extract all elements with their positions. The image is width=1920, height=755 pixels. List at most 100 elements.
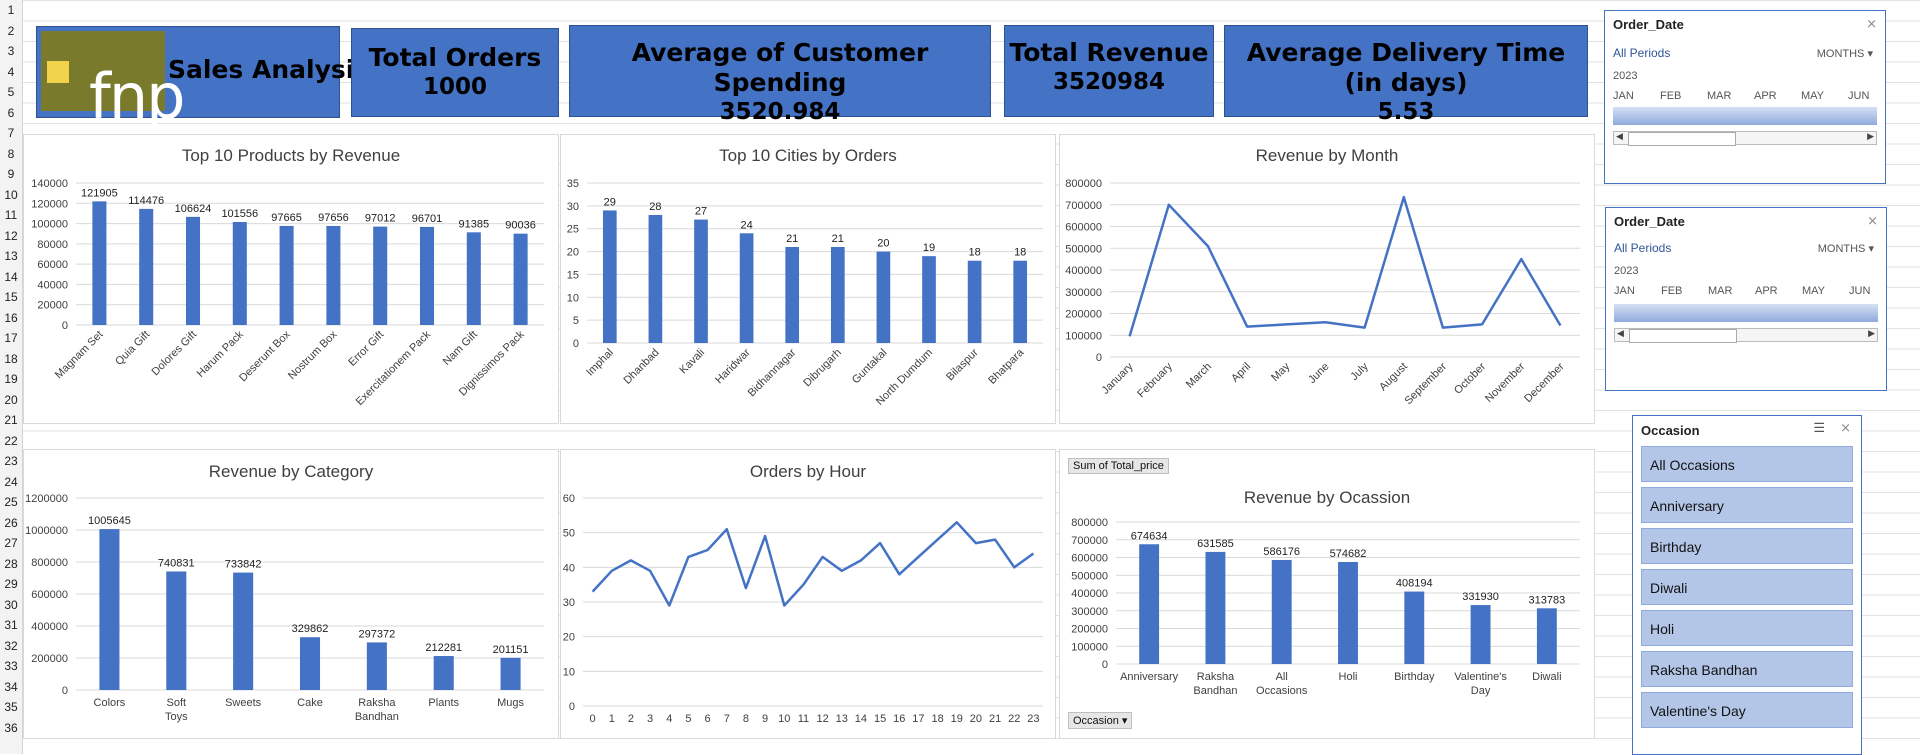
row-number[interactable]: 16 bbox=[4, 310, 18, 325]
month-label[interactable]: FEB bbox=[1660, 90, 1682, 102]
data-label: 313783 bbox=[1528, 594, 1565, 606]
row-number[interactable]: 12 bbox=[4, 228, 18, 243]
x-tick-label: Bidhannagar bbox=[746, 346, 799, 399]
time-level-dropdown[interactable]: MONTHS ▾ bbox=[1818, 242, 1874, 255]
row-number[interactable]: 4 bbox=[7, 64, 15, 79]
chart-top-products[interactable]: Top 10 Products by Revenue 0 20000 40000 60… bbox=[23, 134, 559, 424]
row-number[interactable]: 29 bbox=[4, 577, 18, 591]
row-number[interactable]: 22 bbox=[4, 433, 18, 448]
kpi-value: 3520.984 bbox=[719, 99, 841, 125]
row-number[interactable]: 15 bbox=[4, 290, 18, 304]
row-number[interactable]: 1 bbox=[7, 3, 15, 17]
row-number[interactable]: 10 bbox=[4, 187, 18, 202]
pivot-field-button[interactable]: Sum of Total_price bbox=[1068, 458, 1169, 474]
chart-revenue-occasion[interactable]: Sum of Total_price Revenue by Ocassion 0… bbox=[1059, 449, 1595, 739]
row-number[interactable]: 5 bbox=[7, 85, 15, 99]
chart-revenue-month[interactable]: Revenue by Month 0 100000 200000 300000 4000… bbox=[1059, 134, 1595, 424]
clear-filter-icon[interactable]: ⨯ bbox=[1840, 420, 1851, 435]
timeline-bar[interactable] bbox=[1614, 304, 1878, 322]
month-label[interactable]: JUN bbox=[1849, 285, 1871, 297]
occasion-item[interactable]: Raksha Bandhan bbox=[1641, 651, 1853, 687]
occasion-item[interactable]: Valentine's Day bbox=[1641, 692, 1853, 728]
row-number[interactable]: 35 bbox=[4, 700, 18, 714]
scroll-right-icon[interactable]: ▶ bbox=[1867, 131, 1874, 141]
row-number[interactable]: 28 bbox=[4, 556, 18, 571]
occasion-item[interactable]: Holi bbox=[1641, 610, 1853, 646]
scroll-left-icon[interactable]: ◀ bbox=[1617, 328, 1624, 338]
chart-orders-hour[interactable]: Orders by Hour 0 10 20 30 40 50 60 0 1 2 3 4 5 6 7 8 9 10… bbox=[560, 449, 1056, 739]
month-label[interactable]: APR bbox=[1755, 285, 1778, 297]
row-number[interactable]: 7 bbox=[7, 126, 15, 140]
row-number[interactable]: 17 bbox=[4, 331, 18, 345]
month-label[interactable]: JUN bbox=[1848, 90, 1870, 102]
row-number[interactable]: 25 bbox=[4, 495, 18, 509]
row-number[interactable]: 2 bbox=[7, 23, 15, 38]
scrollbar-thumb[interactable] bbox=[1629, 329, 1737, 343]
bar bbox=[366, 642, 387, 690]
row-number[interactable]: 19 bbox=[4, 372, 18, 386]
multi-select-icon[interactable]: ☰ bbox=[1813, 420, 1825, 435]
x-tick-label: Cake bbox=[297, 697, 323, 709]
timeline-bar[interactable] bbox=[1613, 107, 1877, 125]
occasion-item[interactable]: All Occasions bbox=[1641, 446, 1853, 482]
chart-revenue-category[interactable]: Revenue by Category 0 200000 400000 600000 8… bbox=[23, 449, 559, 739]
occasion-item[interactable]: Anniversary bbox=[1641, 487, 1853, 523]
row-number[interactable]: 26 bbox=[4, 515, 18, 530]
row-number[interactable]: 27 bbox=[4, 536, 18, 550]
month-label[interactable]: JAN bbox=[1613, 90, 1634, 102]
occasion-item[interactable]: Birthday bbox=[1641, 528, 1853, 564]
timeline-scrollbar[interactable]: ◀ ▶ bbox=[1614, 328, 1878, 343]
x-tick-label: Birthday bbox=[1394, 671, 1435, 683]
row-number[interactable]: 36 bbox=[4, 720, 18, 735]
x-tick-label: 0 bbox=[590, 713, 596, 725]
y-tick-label: 15 bbox=[567, 269, 579, 281]
y-tick-label: 0 bbox=[62, 685, 68, 697]
scroll-right-icon[interactable]: ▶ bbox=[1868, 328, 1875, 338]
row-number[interactable]: 9 bbox=[7, 167, 15, 181]
row-number[interactable]: 3 bbox=[7, 44, 15, 58]
month-label[interactable]: MAR bbox=[1708, 285, 1733, 297]
clear-filter-icon[interactable]: ⨯ bbox=[1867, 213, 1878, 228]
row-number[interactable]: 34 bbox=[4, 679, 18, 694]
row-number[interactable]: 13 bbox=[4, 249, 18, 263]
row-number[interactable]: 21 bbox=[4, 413, 18, 427]
row-number[interactable]: 20 bbox=[4, 392, 18, 407]
month-label[interactable]: APR bbox=[1754, 90, 1777, 102]
y-tick-label: 500000 bbox=[1071, 570, 1108, 582]
order-date-slicer-1[interactable]: Order_Date ⨯ All Periods MONTHS ▾ 2023 J… bbox=[1604, 10, 1886, 184]
row-number[interactable]: 31 bbox=[4, 618, 18, 632]
order-date-slicer-2[interactable]: Order_Date ⨯ All Periods MONTHS ▾ 2023 J… bbox=[1605, 207, 1887, 391]
bar bbox=[299, 637, 321, 690]
scrollbar-thumb[interactable] bbox=[1628, 132, 1736, 146]
row-number[interactable]: 11 bbox=[4, 208, 18, 222]
occasion-item[interactable]: Diwali bbox=[1641, 569, 1853, 605]
row-number[interactable]: 23 bbox=[4, 454, 18, 468]
data-label: 733842 bbox=[225, 559, 262, 571]
chart-top-cities[interactable]: Top 10 Cities by Orders 0 5 10 15 20 25 30 35 29… bbox=[560, 134, 1056, 424]
x-tick-label: May bbox=[1269, 360, 1293, 384]
month-label[interactable]: FEB bbox=[1661, 285, 1683, 297]
y-tick-label: 80000 bbox=[37, 239, 68, 251]
kpi-total-revenue: Total Revenue 3520984 bbox=[1004, 25, 1214, 117]
row-number[interactable]: 24 bbox=[4, 474, 18, 489]
scroll-left-icon[interactable]: ◀ bbox=[1616, 131, 1623, 141]
month-label[interactable]: MAR bbox=[1707, 90, 1732, 102]
data-label: 114476 bbox=[128, 195, 164, 207]
month-label[interactable]: JAN bbox=[1614, 285, 1635, 297]
row-number[interactable]: 14 bbox=[4, 269, 18, 284]
month-label[interactable]: MAY bbox=[1801, 90, 1825, 102]
month-label[interactable]: MAY bbox=[1802, 285, 1826, 297]
gift-icon bbox=[47, 61, 69, 83]
row-number[interactable]: 30 bbox=[4, 597, 18, 612]
time-level-dropdown[interactable]: MONTHS ▾ bbox=[1817, 47, 1873, 60]
row-number[interactable]: 18 bbox=[4, 351, 18, 366]
clear-filter-icon[interactable]: ⨯ bbox=[1866, 16, 1877, 31]
row-number[interactable]: 6 bbox=[7, 105, 15, 120]
occasion-slicer[interactable]: Occasion ☰ ⨯ All Occasions Anniversary Bir… bbox=[1632, 415, 1862, 755]
row-number[interactable]: 32 bbox=[4, 638, 18, 653]
row-number[interactable]: 33 bbox=[4, 659, 18, 673]
x-tick-label: September bbox=[1403, 360, 1450, 407]
pivot-filter-button[interactable]: Occasion ▾ bbox=[1068, 712, 1133, 729]
row-number[interactable]: 8 bbox=[7, 146, 15, 161]
timeline-scrollbar[interactable]: ◀ ▶ bbox=[1613, 131, 1877, 146]
